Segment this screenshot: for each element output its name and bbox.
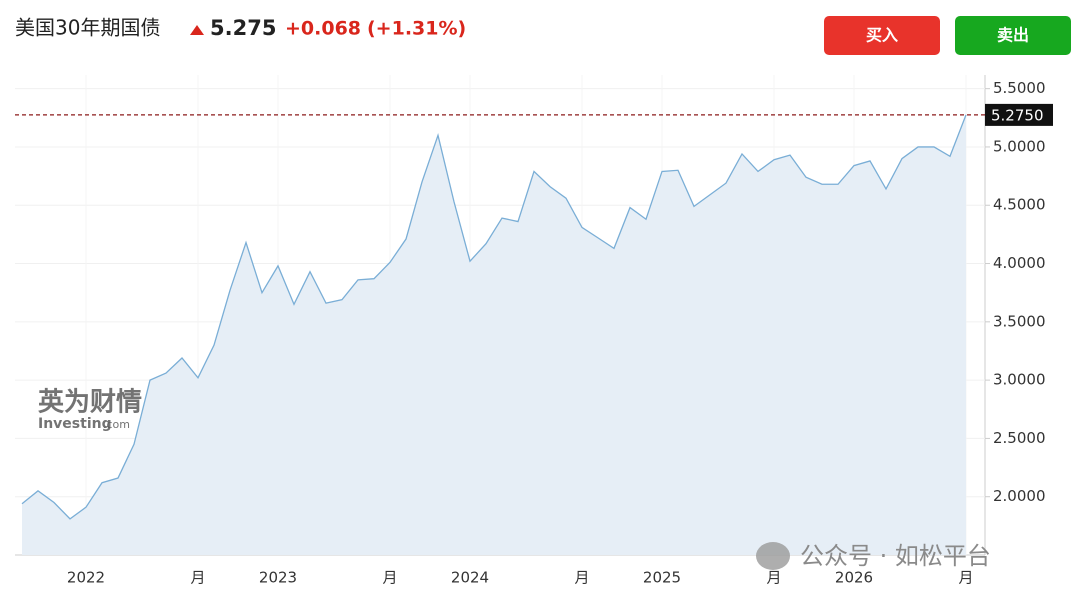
x-tick-label: 2024 xyxy=(451,569,489,587)
buy-button[interactable]: 买入 xyxy=(824,16,940,55)
sell-label: 卖出 xyxy=(997,26,1029,45)
change: +0.068 xyxy=(285,18,361,40)
current-price-label: 5.2750 xyxy=(991,106,1044,124)
instrument-title: 美国30年期国债 xyxy=(15,16,160,40)
price: 5.275 xyxy=(210,16,276,40)
sell-button-bg xyxy=(955,16,1071,55)
sell-button[interactable]: 卖出 xyxy=(955,16,1071,55)
wechat-watermark: 公众号 · 如松平台 xyxy=(800,542,991,570)
y-tick-label: 2.5000 xyxy=(993,429,1046,447)
y-tick-label: 4.5000 xyxy=(993,196,1046,214)
y-tick-label: 5.5000 xyxy=(993,79,1046,97)
x-tick-label: 2025 xyxy=(643,569,681,587)
y-tick-label: 4.0000 xyxy=(993,254,1046,272)
wechat-icon xyxy=(756,542,790,570)
y-tick-label: 2.0000 xyxy=(993,487,1046,505)
x-tick-label: 月 xyxy=(382,569,397,587)
watermark-brand: 英为财情 xyxy=(38,388,142,418)
watermark-brand-suffix: .com xyxy=(103,418,130,431)
current-price-box xyxy=(985,103,1053,126)
x-tick-label: 月 xyxy=(766,569,781,587)
change-percent: (+1.31%) xyxy=(367,18,466,40)
y-tick-label: 3.0000 xyxy=(993,371,1046,389)
x-tick-label: 月 xyxy=(958,569,973,587)
x-tick-label: 2026 xyxy=(835,569,873,587)
up-arrow xyxy=(190,25,204,35)
watermark-brand-en: Investing xyxy=(38,416,112,432)
y-tick-label: 5.0000 xyxy=(993,137,1046,155)
y-tick-label: 3.5000 xyxy=(993,312,1046,330)
x-tick-label: 2023 xyxy=(259,569,297,587)
area-fill xyxy=(22,114,966,555)
buy-label: 买入 xyxy=(866,26,898,45)
buy-button-bg xyxy=(824,16,940,55)
line xyxy=(21,114,967,520)
x-tick-label: 2022 xyxy=(67,569,105,587)
x-tick-label: 月 xyxy=(190,569,205,587)
x-tick-label: 月 xyxy=(574,569,589,587)
